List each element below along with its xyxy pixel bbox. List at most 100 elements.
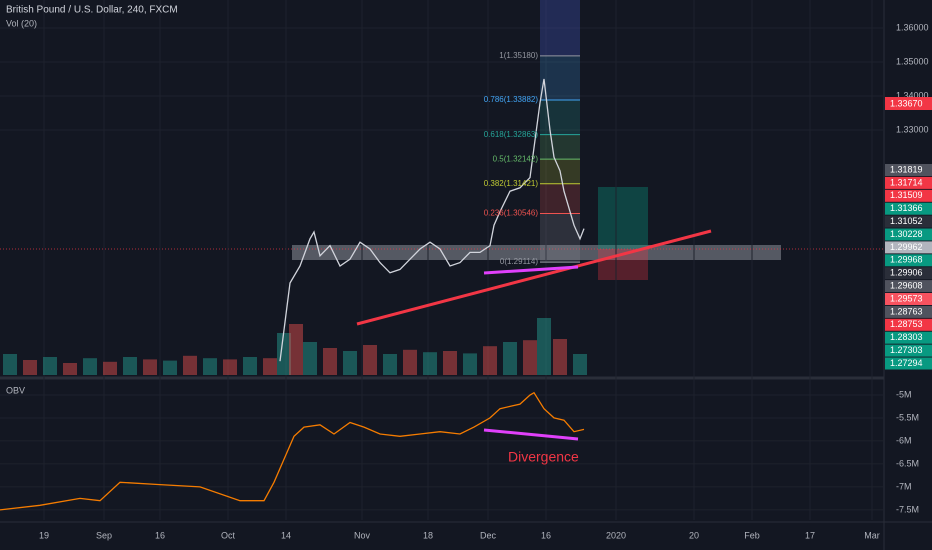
price-tag [885, 267, 932, 280]
profit-zone [598, 187, 648, 249]
volume-bar [277, 333, 291, 375]
fib-extension [540, 0, 580, 56]
x-tick-label: 2020 [606, 530, 626, 540]
obv-line [0, 391, 585, 511]
last-price-text: 1.33670 [890, 98, 923, 108]
fib-label: 0.382(1.31421) [484, 179, 539, 188]
price-tag [885, 189, 932, 202]
obv-label: OBV [6, 385, 25, 395]
volume-bar [243, 357, 257, 375]
price-tag [885, 176, 932, 189]
fib-label: 0.618(1.32863) [484, 130, 539, 139]
price-tag-text: 1.31052 [890, 216, 923, 226]
fib-label: 0.786(1.33882) [484, 95, 539, 104]
price-tag [885, 202, 932, 215]
price-tag-text: 1.29962 [890, 242, 923, 252]
price-tag [885, 331, 932, 344]
y-tick-label: -5.5M [896, 412, 919, 422]
trend-line [356, 229, 712, 326]
volume-bar [163, 360, 177, 375]
volume-bar [537, 318, 551, 375]
fib-label: 0.236(1.30546) [484, 209, 539, 218]
y-tick-label: -5M [896, 389, 912, 399]
x-tick-label: 16 [155, 530, 165, 540]
y-tick-label: 1.34000 [896, 90, 929, 100]
x-tick-label: Sep [96, 530, 112, 540]
fib-label: 0(1.29114) [500, 257, 538, 266]
fib-label: 0.5(1.32142) [493, 154, 539, 163]
divergence-label: Divergence [508, 449, 579, 465]
price-tag-text: 1.28753 [890, 319, 923, 329]
y-tick-label: -6M [896, 435, 912, 445]
obv-divergence-line [483, 428, 579, 441]
fib-band [540, 55, 580, 101]
x-tick-label: 20 [689, 530, 699, 540]
x-tick-label: 17 [805, 530, 815, 540]
price-tag-text: 1.31714 [890, 177, 923, 187]
price-tag [885, 344, 932, 357]
price-tag [885, 215, 932, 228]
volume-bar [553, 339, 567, 375]
price-tag-text: 1.27294 [890, 358, 923, 368]
fib-band [540, 183, 580, 214]
price-tag [885, 164, 932, 176]
price-tag [885, 293, 932, 305]
price-tag [885, 318, 932, 331]
volume-bar [143, 359, 157, 375]
x-tick-label: Feb [744, 530, 760, 540]
price-line [279, 78, 585, 362]
fib-band [540, 213, 580, 263]
x-tick-label: 19 [39, 530, 49, 540]
volume-bar [363, 345, 377, 375]
y-tick-label: 1.36000 [896, 22, 929, 32]
price-tag-text: 1.29906 [890, 268, 923, 278]
volume-bar [423, 352, 437, 375]
price-tag [885, 357, 932, 370]
y-tick-label: 1.35000 [896, 56, 929, 66]
price-tag [885, 228, 932, 241]
volume-bar [483, 346, 497, 375]
x-tick-label: 14 [281, 530, 291, 540]
price-tag [885, 305, 932, 318]
volume-bar [303, 342, 317, 375]
price-tag-text: 1.28763 [890, 306, 923, 316]
volume-bar [83, 358, 97, 375]
y-tick-label: 1.33000 [896, 124, 929, 134]
volume-bar [289, 324, 303, 375]
price-tag-text: 1.30228 [890, 229, 923, 239]
price-tag [885, 280, 932, 293]
y-tick-label: -7.5M [896, 504, 919, 514]
volume-bar [43, 357, 57, 375]
fib-band [540, 100, 580, 135]
volume-bar [223, 359, 237, 375]
volume-bar [63, 363, 77, 375]
volume-bar [573, 354, 587, 375]
price-tag-text: 1.29573 [890, 293, 923, 303]
volume-bar [23, 360, 37, 375]
volume-bar [463, 353, 477, 375]
volume-label: Vol (20) [6, 18, 37, 28]
volume-bar [343, 351, 357, 375]
volume-bar [203, 358, 217, 375]
last-price-tag [885, 97, 932, 110]
price-tag [885, 254, 932, 267]
volume-bar [383, 354, 397, 375]
price-tag-text: 1.28303 [890, 332, 923, 342]
symbol-title: British Pound / U.S. Dollar, 240, FXCM [6, 5, 178, 16]
x-tick-label: Oct [221, 530, 236, 540]
y-tick-label: -7M [896, 481, 912, 491]
x-tick-label: 16 [541, 530, 551, 540]
volume-bar [323, 348, 337, 375]
x-tick-label: Mar [864, 530, 880, 540]
fib-label: 1(1.35180) [499, 51, 538, 60]
volume-bar [263, 358, 277, 375]
volume-bar [523, 340, 537, 375]
price-tag-text: 1.29968 [890, 255, 923, 265]
fib-band [540, 134, 580, 160]
price-tag-text: 1.31366 [890, 203, 923, 213]
y-tick-label: -6.5M [896, 458, 919, 468]
price-tag-text: 1.27303 [890, 345, 923, 355]
volume-bar [403, 349, 417, 375]
